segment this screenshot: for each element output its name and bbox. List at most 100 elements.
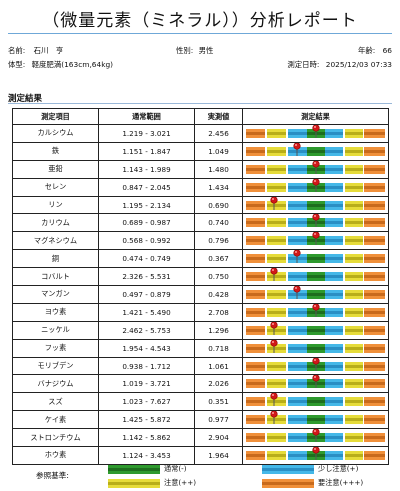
gauge-segment xyxy=(344,146,363,156)
cell-range: 1.425 - 5.872 xyxy=(98,410,195,430)
gauge-segment xyxy=(266,361,287,371)
cell-result-bar xyxy=(242,320,389,340)
header-range: 通常範囲 xyxy=(98,108,195,125)
cell-range: 1.023 - 7.627 xyxy=(98,392,195,412)
cell-range: 0.847 - 2.045 xyxy=(98,177,195,197)
cell-value: 1.964 xyxy=(194,446,243,465)
gauge-segment xyxy=(364,343,385,353)
gauge-segment xyxy=(364,272,385,282)
cell-value: 1.061 xyxy=(194,356,243,376)
gender-label: 性別: xyxy=(176,46,194,55)
gauge-segment xyxy=(287,218,308,228)
date-value: 2025/12/03 07:33 xyxy=(325,60,392,69)
gauge-segment xyxy=(287,200,308,210)
gauge-segment xyxy=(364,433,385,443)
result-pin-icon xyxy=(270,268,278,282)
gauge-segment xyxy=(246,272,266,282)
gauge-segment xyxy=(325,415,344,425)
legend-text-warning: 要注意(+++) xyxy=(318,478,364,487)
result-pin-icon xyxy=(311,179,320,192)
gauge-segment xyxy=(266,182,287,192)
cell-result-bar xyxy=(242,392,389,412)
gauge-segment xyxy=(364,164,385,174)
cell-range: 1.019 - 3.721 xyxy=(98,374,195,394)
gauge-segment xyxy=(307,451,326,461)
result-pin-icon xyxy=(293,250,302,264)
cell-item: ヨウ素 xyxy=(12,302,99,322)
gauge-segment xyxy=(344,379,363,389)
patient-name: 名前: 石川 亨 xyxy=(8,45,63,56)
gauge-segment xyxy=(364,146,385,156)
cell-value: 0.740 xyxy=(194,213,243,233)
gauge-segment xyxy=(266,164,287,174)
gauge-segment xyxy=(344,290,363,300)
gauge-segment xyxy=(266,272,287,282)
gauge-segment xyxy=(325,164,344,174)
gauge-segment xyxy=(266,415,287,425)
cell-item: モリブデン xyxy=(12,356,99,376)
cell-range: 1.142 - 5.862 xyxy=(98,428,195,448)
cell-value: 2.026 xyxy=(194,374,243,394)
gauge-segment xyxy=(246,433,266,443)
section-divider xyxy=(8,103,392,104)
table-row: カリウム 0.689 - 0.987 0.740 xyxy=(12,213,389,233)
gauge-segment xyxy=(307,325,326,335)
cell-value: 1.296 xyxy=(194,320,243,340)
cell-item: ニッケル xyxy=(12,320,99,340)
patient-body: 体型: 軽度肥満(163cm,64kg) xyxy=(8,59,113,70)
gauge-segment xyxy=(307,379,326,389)
table-row: スズ 1.023 - 7.627 0.351 xyxy=(12,392,389,412)
gauge-segment xyxy=(266,325,287,335)
cell-result-bar xyxy=(242,410,389,430)
gauge-segment xyxy=(246,451,266,461)
result-pin-icon xyxy=(311,304,320,317)
table-row: 亜鉛 1.143 - 1.989 1.480 xyxy=(12,159,389,179)
gauge-segment xyxy=(287,379,308,389)
gauge-segment xyxy=(364,290,385,300)
gauge-segment xyxy=(307,218,326,228)
table-row: 鉄 1.151 - 1.847 1.049 xyxy=(12,141,389,161)
cell-value: 0.977 xyxy=(194,410,243,430)
gauge-segment xyxy=(266,236,287,246)
gauge-segment xyxy=(364,129,385,138)
gauge-segment xyxy=(246,290,266,300)
cell-value: 0.796 xyxy=(194,231,243,251)
table-row: リン 1.195 - 2.134 0.690 xyxy=(12,195,389,215)
cell-item: セレン xyxy=(12,177,99,197)
gauge-segment xyxy=(325,272,344,282)
result-gauge xyxy=(246,214,385,228)
gauge-segment xyxy=(287,129,308,138)
section-title: 測定結果 xyxy=(8,94,43,104)
gauge-segment xyxy=(287,361,308,371)
cell-range: 2.326 - 5.531 xyxy=(98,267,195,287)
gauge-segment xyxy=(246,343,266,353)
cell-value: 0.690 xyxy=(194,195,243,215)
cell-range: 1.151 - 1.847 xyxy=(98,141,195,161)
gauge-segment xyxy=(307,433,326,443)
gauge-segment xyxy=(287,451,308,461)
gauge-segment xyxy=(287,272,308,282)
gauge-segment xyxy=(246,397,266,407)
header-item: 測定項目 xyxy=(12,108,99,125)
gauge-segment xyxy=(344,433,363,443)
table-row: マグネシウム 0.568 - 0.992 0.796 xyxy=(12,231,389,251)
result-gauge xyxy=(246,197,385,210)
gauge-segment xyxy=(307,182,326,192)
gauge-segment xyxy=(344,361,363,371)
gauge-segment xyxy=(307,200,326,210)
cell-item: ホウ素 xyxy=(12,446,99,465)
gauge-segment xyxy=(287,307,308,317)
gauge-segment xyxy=(307,129,326,138)
table-row: バナジウム 1.019 - 3.721 2.026 xyxy=(12,374,389,394)
cell-range: 2.462 - 5.753 xyxy=(98,320,195,340)
gauge-segment xyxy=(266,290,287,300)
report-title: （微量元素（ミネラル））分析レポート xyxy=(42,11,358,31)
cell-item: バナジウム xyxy=(12,374,99,394)
result-pin-icon xyxy=(270,197,278,210)
legend-swatch-caution xyxy=(108,479,160,488)
cell-range: 0.568 - 0.992 xyxy=(98,231,195,251)
table-header-row: 測定項目 通常範囲 実測値 測定結果 xyxy=(12,108,389,125)
gauge-segment xyxy=(325,218,344,228)
gauge-segment xyxy=(287,433,308,443)
gauge-segment xyxy=(307,290,326,300)
